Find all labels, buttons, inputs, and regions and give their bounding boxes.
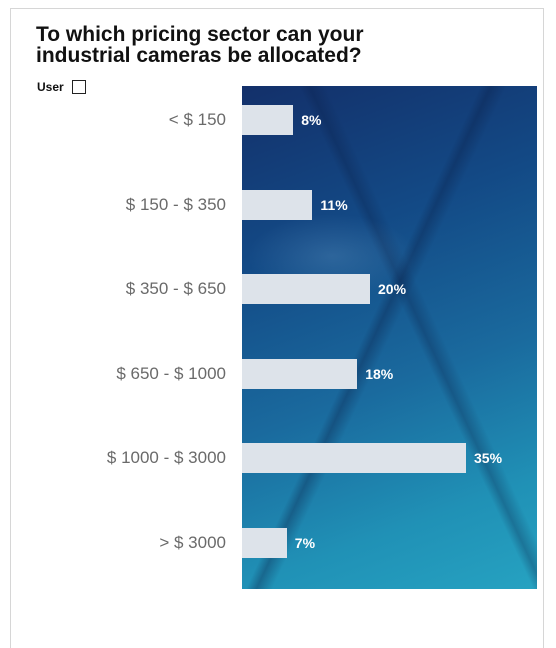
value-label: 7% (294, 534, 316, 551)
category-label: $ 350 - $ 650 (125, 279, 226, 298)
value-label: 8% (301, 112, 322, 128)
chart-background-panel (242, 86, 537, 589)
legend: User (37, 80, 86, 94)
bar (242, 274, 370, 304)
value-label: 18% (365, 365, 394, 382)
bar (242, 189, 313, 220)
bar (242, 105, 294, 135)
category-label: $ 650 - $ 1000 (116, 363, 226, 383)
value-label: 20% (378, 281, 407, 297)
chart-frame (10, 8, 544, 648)
category-label: $ 150 - $ 350 (125, 194, 226, 214)
legend-label: User (37, 80, 64, 94)
bar (242, 358, 358, 389)
chart-title: To which pricing sector can your industr… (36, 23, 364, 67)
legend-swatch (71, 80, 86, 94)
category-label: $ 1000 - $ 3000 (106, 448, 226, 467)
value-label: 11% (320, 196, 348, 213)
value-label: 35% (474, 450, 503, 466)
category-label: > $ 3000 (159, 532, 226, 552)
category-label: < $ 150 (168, 110, 226, 129)
bar (242, 527, 287, 558)
bar (242, 443, 466, 473)
